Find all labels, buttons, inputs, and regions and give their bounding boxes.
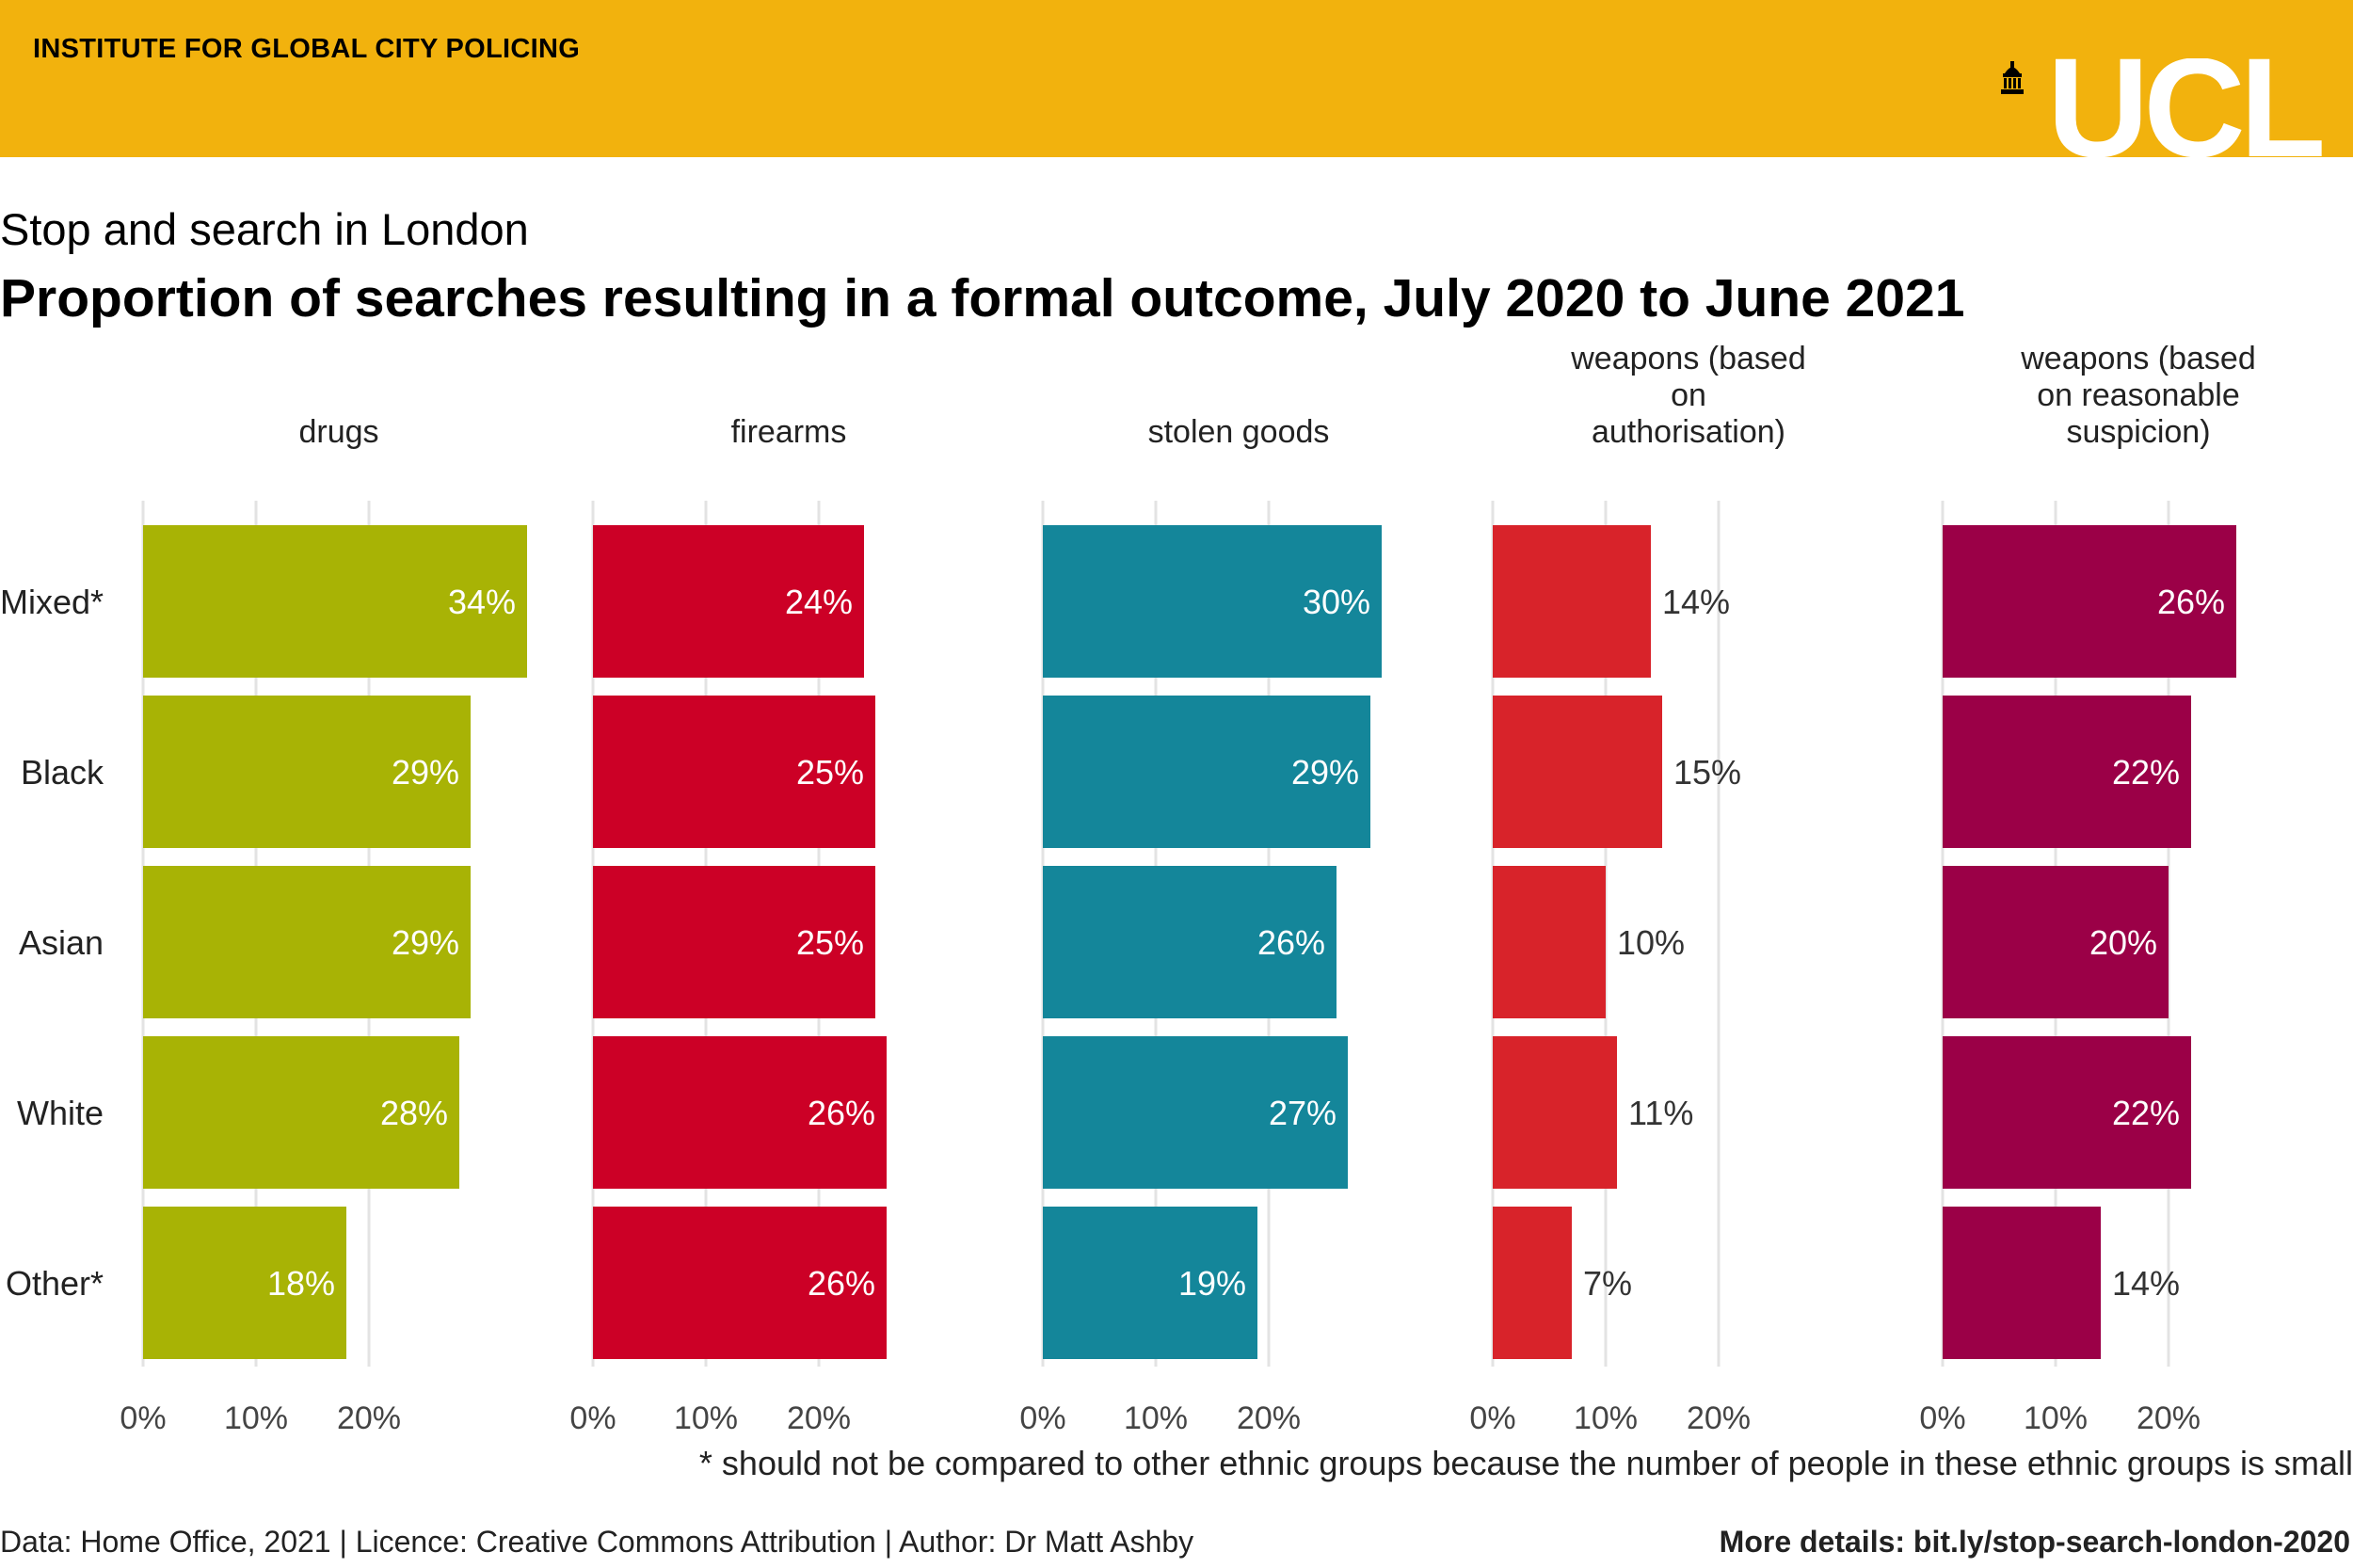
portico-icon [2001, 61, 2024, 94]
data-label: 26% [808, 1264, 875, 1303]
panel-title: weapons (based [2020, 341, 2256, 376]
bar [593, 866, 875, 1018]
bar [1043, 696, 1370, 848]
panel-title: on reasonable [2037, 377, 2240, 413]
ucl-logo: UCL [2001, 58, 2329, 162]
data-label: 26% [808, 1094, 875, 1132]
chart-subtitle: Stop and search in London [0, 204, 529, 254]
x-tick-label: 0% [120, 1400, 166, 1436]
data-label: 22% [2112, 753, 2180, 792]
data-label: 19% [1178, 1264, 1246, 1303]
bar [1943, 1036, 2191, 1189]
x-tick-label: 0% [1919, 1400, 1965, 1436]
data-label: 22% [2112, 1094, 2180, 1132]
faceted-bar-chart: Mixed* Black Asian White Other* drugs 0% 10% 20%… [0, 341, 2256, 1436]
bar [1943, 696, 2191, 848]
data-label: 14% [2112, 1264, 2180, 1303]
data-label: 25% [796, 923, 864, 962]
x-tick-label: 0% [569, 1400, 616, 1436]
data-label: 30% [1303, 583, 1370, 621]
x-tick-label: 20% [337, 1400, 401, 1436]
data-label: 34% [448, 583, 516, 621]
x-tick-label: 0% [1019, 1400, 1065, 1436]
panel-title: stolen goods [1148, 414, 1330, 450]
panel-title: firearms [731, 414, 847, 450]
footnote: * should not be compared to other ethnic… [698, 1444, 2353, 1482]
x-tick-label: 10% [2024, 1400, 2088, 1436]
category-label: White [17, 1094, 104, 1132]
panel-title: suspicion) [2066, 414, 2210, 450]
bar [143, 1207, 346, 1359]
bar [593, 1036, 887, 1189]
category-label: Black [21, 753, 104, 792]
data-label: 7% [1583, 1264, 1632, 1303]
x-tick-label: 20% [1237, 1400, 1301, 1436]
panel-title: on [1671, 377, 1706, 413]
category-label: Mixed* [0, 583, 104, 621]
bar [1493, 696, 1662, 848]
data-label: 15% [1673, 753, 1741, 792]
x-tick-label: 20% [1687, 1400, 1751, 1436]
bar [143, 696, 471, 848]
data-label: 28% [380, 1094, 448, 1132]
x-tick-label: 10% [674, 1400, 738, 1436]
data-label: 29% [392, 753, 459, 792]
bar [1043, 1036, 1348, 1189]
bar [143, 525, 527, 678]
bar [1943, 525, 2236, 678]
bar [1493, 525, 1651, 678]
data-label: 29% [1291, 753, 1359, 792]
data-label: 26% [2157, 583, 2225, 621]
bar [1043, 1207, 1257, 1359]
data-label: 27% [1269, 1094, 1337, 1132]
header-banner: INSTITUTE FOR GLOBAL CITY POLICING UCL [0, 0, 2353, 162]
data-label: 20% [2089, 923, 2157, 962]
data-label: 26% [1257, 923, 1325, 962]
source-caption: Data: Home Office, 2021 | Licence: Creat… [0, 1525, 1194, 1559]
x-tick-label: 20% [787, 1400, 851, 1436]
bar [593, 1207, 887, 1359]
bar [143, 1036, 459, 1189]
bar [143, 866, 471, 1018]
x-tick-label: 10% [1124, 1400, 1188, 1436]
panel-title: authorisation) [1592, 414, 1785, 450]
bar [593, 525, 864, 678]
data-label: 18% [267, 1264, 335, 1303]
chart-title: Proportion of searches resulting in a fo… [0, 268, 1965, 328]
data-label: 14% [1662, 583, 1730, 621]
bar [593, 696, 875, 848]
category-label: Asian [19, 923, 104, 962]
bar [1493, 866, 1606, 1018]
bar [1943, 866, 2169, 1018]
panel-title: weapons (based [1570, 341, 1806, 376]
category-label: Other* [6, 1264, 104, 1303]
panel-title: drugs [298, 414, 378, 450]
details-link[interactable]: More details: bit.ly/stop-search-london-… [1719, 1525, 2350, 1559]
bar [1043, 525, 1382, 678]
data-label: 10% [1617, 923, 1685, 962]
bar [1493, 1036, 1617, 1189]
data-label: 25% [796, 753, 864, 792]
ucl-logo-text: UCL [2047, 58, 2323, 162]
bar [1943, 1207, 2101, 1359]
data-label: 29% [392, 923, 459, 962]
data-label: 24% [785, 583, 853, 621]
bar [1043, 866, 1337, 1018]
institute-name: INSTITUTE FOR GLOBAL CITY POLICING [33, 34, 581, 64]
x-tick-label: 10% [1574, 1400, 1638, 1436]
x-tick-label: 0% [1469, 1400, 1515, 1436]
x-tick-label: 10% [224, 1400, 288, 1436]
x-tick-label: 20% [2137, 1400, 2201, 1436]
data-label: 11% [1628, 1094, 1693, 1132]
bar [1493, 1207, 1572, 1359]
